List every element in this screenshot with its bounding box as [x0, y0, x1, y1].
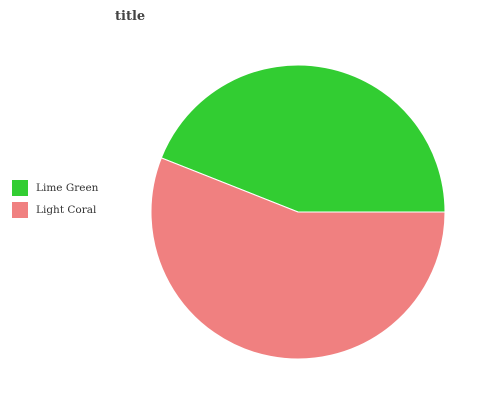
- legend-swatch-lime-green: [12, 180, 28, 196]
- legend: Lime Green Light Coral: [12, 178, 98, 222]
- legend-label-light-coral: Light Coral: [36, 204, 97, 216]
- legend-item-lime-green: Lime Green: [12, 178, 98, 198]
- pie-slice-light-coral: [150, 157, 446, 360]
- chart-title: title: [115, 9, 146, 24]
- legend-label-lime-green: Lime Green: [36, 182, 99, 194]
- pie-slice-lime-green: [160, 64, 446, 213]
- legend-item-light-coral: Light Coral: [12, 200, 98, 220]
- legend-swatch-light-coral: [12, 202, 28, 218]
